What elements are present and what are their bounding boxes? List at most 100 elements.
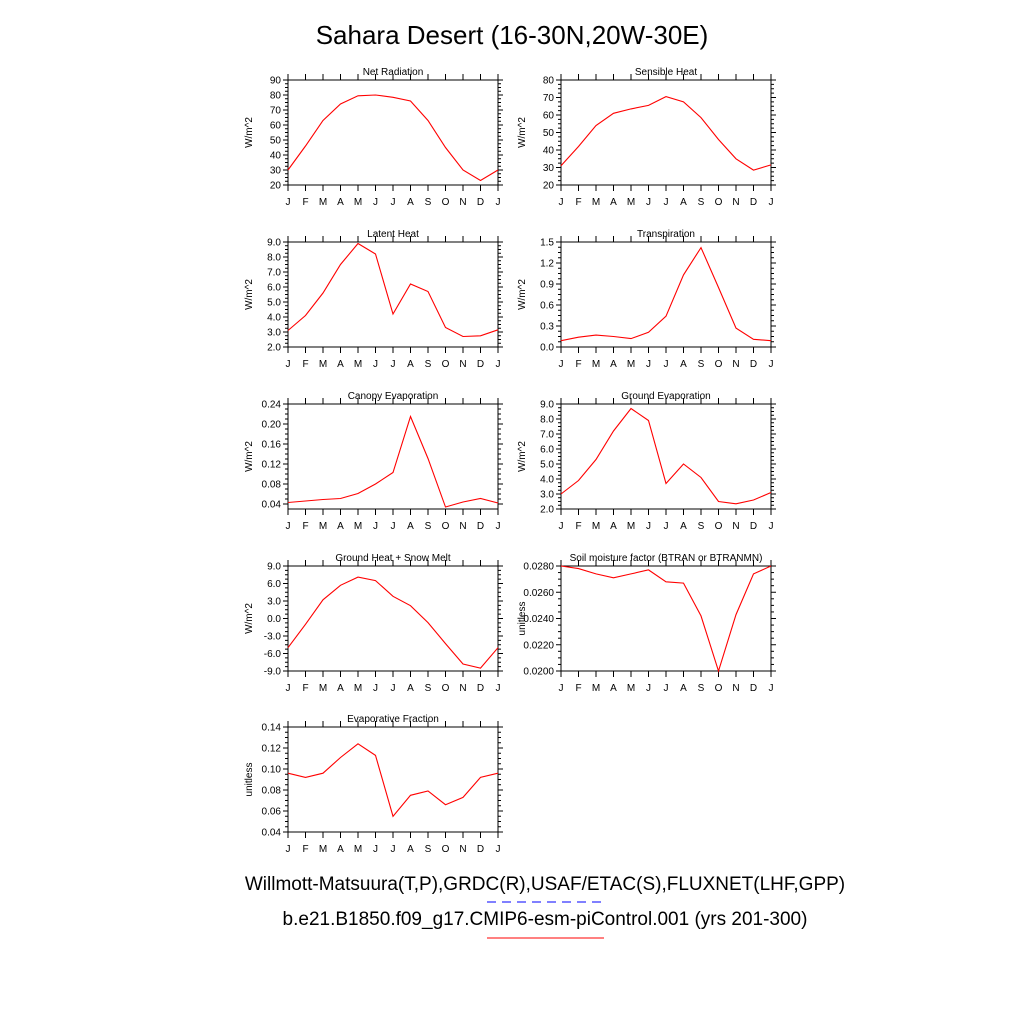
x-tick-label: M — [627, 197, 635, 208]
x-tick-label: A — [337, 683, 344, 694]
x-tick-label: J — [496, 359, 501, 370]
x-tick-label: J — [496, 844, 501, 855]
y-tick-label: 0.0 — [267, 614, 281, 625]
x-tick-label: F — [575, 683, 581, 694]
y-tick-label: 40 — [270, 151, 282, 162]
x-tick-label: M — [592, 521, 600, 532]
plot-frame — [560, 79, 772, 186]
y-tick-label: 0.14 — [262, 723, 282, 734]
y-tick-label: 30 — [543, 163, 555, 174]
x-tick-label: M — [627, 683, 635, 694]
y-tick-label: 60 — [270, 121, 282, 132]
x-tick-label: M — [354, 197, 362, 208]
y-tick-label: 0.04 — [262, 828, 282, 839]
x-tick-label: O — [715, 683, 723, 694]
y-tick-label: 6.0 — [540, 445, 554, 456]
y-tick-label: 8.0 — [267, 253, 281, 264]
y-tick-label: 9.0 — [267, 562, 281, 573]
x-tick-label: J — [769, 521, 774, 532]
x-tick-label: M — [319, 521, 327, 532]
y-axis-label: unitless — [244, 763, 255, 797]
x-tick-label: A — [407, 683, 414, 694]
y-tick-label: 6.0 — [267, 283, 281, 294]
x-tick-label: F — [302, 683, 308, 694]
y-tick-label: 0.0220 — [523, 640, 554, 651]
series-line — [287, 743, 499, 818]
x-tick-label: A — [337, 521, 344, 532]
x-tick-label: J — [496, 521, 501, 532]
x-tick-label: A — [407, 359, 414, 370]
series-line — [287, 242, 499, 338]
x-tick-label: A — [610, 359, 617, 370]
y-tick-label: 0.08 — [262, 480, 282, 491]
y-tick-label: 30 — [270, 166, 282, 177]
y-tick-label: 0.04 — [262, 500, 282, 511]
x-tick-label: N — [732, 683, 739, 694]
panel-title: Transpiration — [637, 229, 695, 240]
x-tick-label: M — [354, 359, 362, 370]
plot-frame — [287, 79, 499, 186]
y-tick-label: 40 — [543, 146, 555, 157]
x-tick-label: N — [732, 197, 739, 208]
panel-title: Net Radiation — [363, 67, 424, 78]
chart-panel-5: 0.040.080.120.160.200.24J F M A M J J A S O N D JCan… — [244, 391, 503, 532]
y-tick-label: 50 — [270, 136, 282, 147]
main-title: Sahara Desert (16-30N,20W-30E) — [316, 20, 709, 50]
x-tick-label: D — [477, 683, 484, 694]
y-tick-label: 0.0280 — [523, 562, 554, 573]
y-tick-label: 2.0 — [540, 505, 554, 516]
y-tick-label: 20 — [543, 181, 555, 192]
x-tick-label: A — [407, 521, 414, 532]
panel-title: Soil moisture factor (BTRAN or BTRANMN) — [570, 553, 763, 564]
series-line — [560, 246, 772, 342]
y-tick-label: 20 — [270, 181, 282, 192]
x-tick-label: J — [391, 521, 396, 532]
y-tick-label: 80 — [543, 76, 555, 87]
y-tick-label: 0.08 — [262, 786, 282, 797]
x-tick-label: D — [477, 197, 484, 208]
x-tick-label: A — [610, 683, 617, 694]
panel-title: Ground Evaporation — [621, 391, 711, 402]
x-tick-label: M — [592, 197, 600, 208]
chart-panel-6: 2.03.04.05.06.07.08.09.0J F M A M J J A S O N D JGro… — [517, 391, 776, 532]
y-tick-label: 1.5 — [540, 238, 554, 249]
chart-panel-3: 2.03.04.05.06.07.08.09.0J F M A M J J A S O N D JLat… — [244, 229, 503, 370]
x-tick-label: J — [373, 197, 378, 208]
x-tick-label: F — [302, 197, 308, 208]
x-tick-label: F — [302, 844, 308, 855]
x-tick-label: A — [407, 844, 414, 855]
plot-frame — [287, 403, 499, 510]
y-tick-label: 50 — [543, 128, 555, 139]
y-tick-label: 0.12 — [262, 460, 282, 471]
x-tick-label: A — [337, 844, 344, 855]
x-tick-label: O — [442, 521, 450, 532]
x-tick-label: S — [425, 683, 432, 694]
x-tick-label: D — [477, 521, 484, 532]
x-tick-label: F — [302, 359, 308, 370]
x-tick-label: J — [664, 197, 669, 208]
y-tick-label: 8.0 — [540, 415, 554, 426]
plot-frame — [287, 241, 499, 348]
x-tick-label: O — [442, 683, 450, 694]
y-axis-label: W/m^2 — [244, 603, 255, 634]
x-tick-label: N — [459, 683, 466, 694]
y-tick-label: 6.0 — [267, 579, 281, 590]
x-tick-label: J — [373, 521, 378, 532]
legend-entry-observations: Willmott-Matsuura(T,P),GRDC(R),USAF/ETAC… — [245, 874, 845, 895]
x-tick-label: O — [442, 197, 450, 208]
y-tick-label: 0.0240 — [523, 614, 554, 625]
y-tick-label: 0.9 — [540, 280, 554, 291]
x-tick-label: D — [750, 359, 757, 370]
x-tick-label: M — [319, 197, 327, 208]
x-tick-label: M — [592, 359, 600, 370]
x-tick-label: M — [354, 521, 362, 532]
y-tick-label: 0.06 — [262, 807, 282, 818]
x-tick-label: A — [680, 521, 687, 532]
x-tick-label: J — [559, 521, 564, 532]
y-axis-label: W/m^2 — [517, 117, 528, 148]
x-tick-label: M — [354, 844, 362, 855]
x-tick-label: J — [373, 359, 378, 370]
y-tick-label: 3.0 — [267, 597, 281, 608]
x-tick-label: M — [319, 844, 327, 855]
